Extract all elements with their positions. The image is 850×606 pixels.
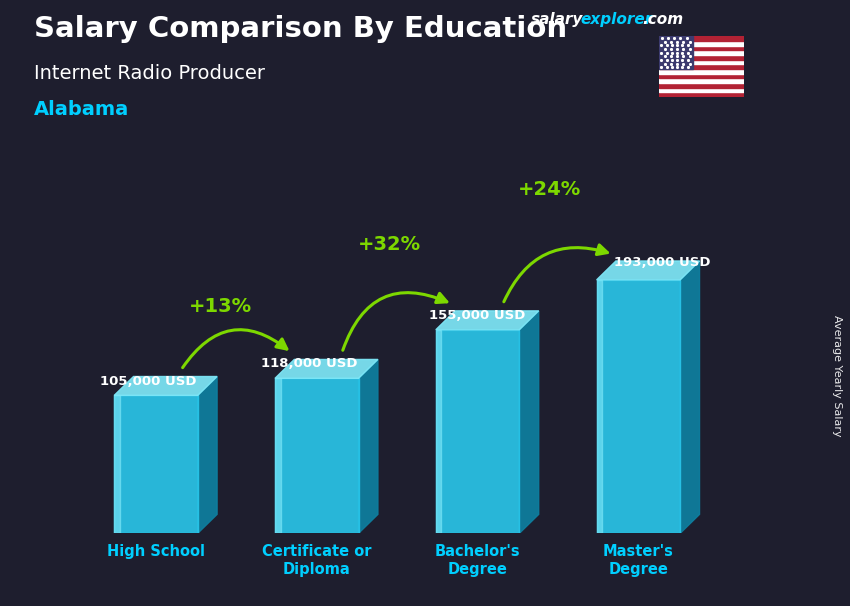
Bar	[659, 59, 744, 64]
Polygon shape	[680, 261, 700, 533]
Bar	[659, 64, 744, 69]
Polygon shape	[597, 280, 680, 533]
Polygon shape	[436, 311, 539, 330]
Bar	[659, 41, 744, 45]
Bar	[659, 50, 744, 55]
Text: Alabama: Alabama	[34, 100, 129, 119]
Bar	[659, 36, 744, 41]
Text: salary: salary	[531, 12, 584, 27]
Bar	[659, 92, 744, 97]
Text: +32%: +32%	[358, 235, 421, 255]
Polygon shape	[519, 311, 539, 533]
Text: 105,000 USD: 105,000 USD	[99, 375, 196, 388]
Text: 193,000 USD: 193,000 USD	[615, 256, 711, 269]
Bar	[659, 45, 744, 50]
Polygon shape	[597, 261, 700, 280]
Text: Average Yearly Salary: Average Yearly Salary	[832, 315, 842, 436]
Polygon shape	[275, 378, 281, 533]
Polygon shape	[275, 359, 378, 378]
Bar	[659, 88, 744, 92]
Text: .com: .com	[643, 12, 683, 27]
Bar	[659, 83, 744, 88]
Polygon shape	[275, 378, 359, 533]
Polygon shape	[597, 280, 603, 533]
Polygon shape	[436, 330, 519, 533]
Text: Internet Radio Producer: Internet Radio Producer	[34, 64, 265, 82]
Text: Salary Comparison By Education: Salary Comparison By Education	[34, 15, 567, 43]
Text: +13%: +13%	[189, 297, 252, 316]
Text: 155,000 USD: 155,000 USD	[429, 309, 526, 322]
Bar	[659, 55, 744, 59]
Polygon shape	[198, 376, 217, 533]
Bar	[659, 78, 744, 83]
Polygon shape	[114, 395, 198, 533]
Bar	[659, 74, 744, 78]
Text: +24%: +24%	[518, 180, 581, 199]
Bar	[659, 36, 693, 69]
Text: explorer: explorer	[581, 12, 653, 27]
Polygon shape	[359, 359, 378, 533]
Polygon shape	[114, 376, 217, 395]
Bar	[659, 69, 744, 74]
Text: 118,000 USD: 118,000 USD	[260, 358, 357, 370]
Polygon shape	[436, 330, 441, 533]
Polygon shape	[114, 395, 120, 533]
